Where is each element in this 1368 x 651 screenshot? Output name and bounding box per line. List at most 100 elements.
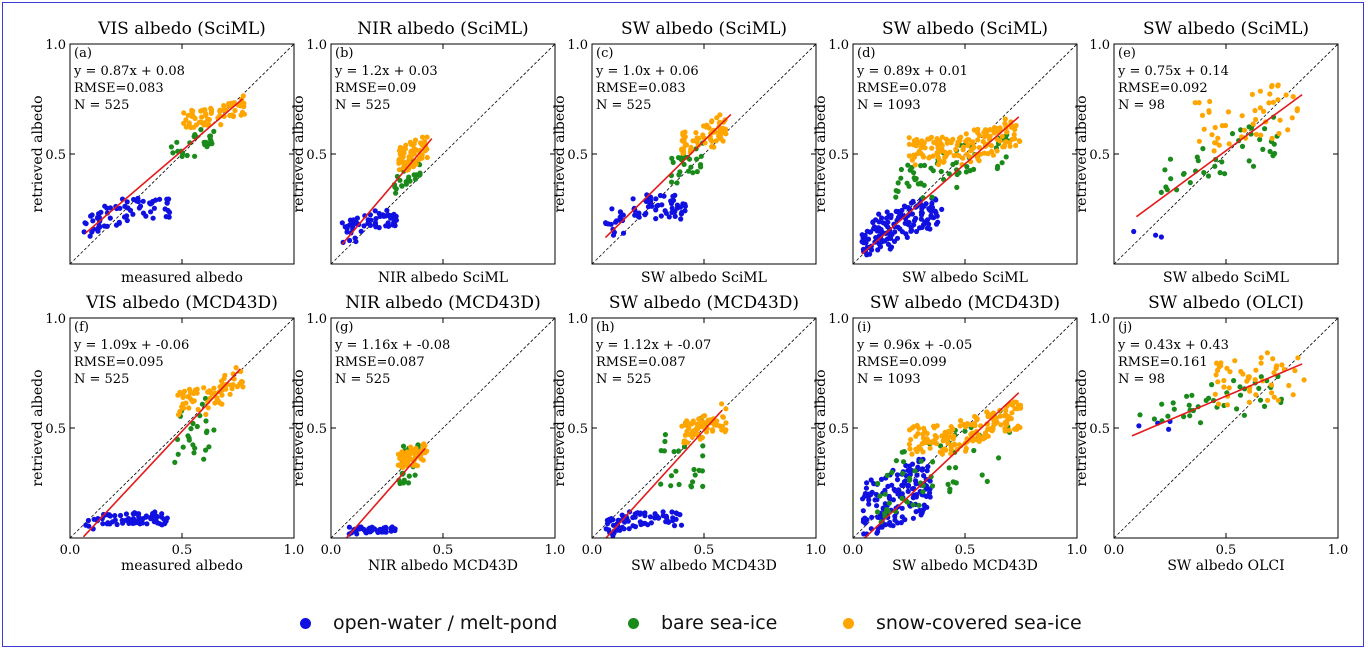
panel-c-point-bare-sea-ice bbox=[694, 169, 700, 175]
panel-f-point-open-water-melt-pond bbox=[109, 519, 116, 525]
panel-c-point-open-water-melt-pond bbox=[613, 219, 619, 225]
panel-a-point-open-water-melt-pond bbox=[130, 211, 136, 217]
panel-f-point-open-water-melt-pond bbox=[123, 511, 129, 517]
panel-d-point-open-water-melt-pond bbox=[933, 221, 940, 227]
panel-f-point-snow-covered-sea-ice bbox=[239, 378, 245, 385]
panel-f-point-snow-covered-sea-ice bbox=[175, 392, 181, 398]
panel-c-plot-area bbox=[592, 44, 816, 264]
panel-e-point-snow-covered-sea-ice bbox=[1225, 109, 1232, 115]
panel-d-point-open-water-melt-pond bbox=[928, 208, 934, 214]
panel-j-fit-equation: y = 0.43x + 0.43 bbox=[1117, 338, 1229, 353]
panel-e-point-bare-sea-ice bbox=[1246, 158, 1252, 164]
panel-a-point-open-water-melt-pond bbox=[140, 198, 146, 204]
panel-a-point-open-water-melt-pond bbox=[95, 228, 101, 234]
panel-h-rmse: RMSE=0.087 bbox=[596, 355, 686, 370]
panel-f-n: N = 525 bbox=[74, 372, 129, 387]
panel-i-point-open-water-melt-pond bbox=[905, 483, 911, 489]
panel-i-point-open-water-melt-pond bbox=[902, 517, 908, 523]
panel-g-ytick-label: 0.5 bbox=[306, 422, 327, 437]
panel-f-xlabel: measured albedo bbox=[121, 558, 243, 574]
panel-e-point-snow-covered-sea-ice bbox=[1207, 98, 1213, 105]
panel-c-point-open-water-melt-pond bbox=[642, 212, 648, 218]
legend-marker-bare-ice bbox=[628, 617, 639, 629]
panel-e-point-bare-sea-ice bbox=[1250, 163, 1257, 169]
panel-d-point-snow-covered-sea-ice bbox=[909, 157, 915, 163]
panel-f-point-snow-covered-sea-ice bbox=[233, 365, 239, 371]
panel-j-xtick-label: 0.5 bbox=[1216, 543, 1237, 558]
panel-c-ylabel: retrieved albedo bbox=[552, 95, 568, 212]
panel-a-point-snow-covered-sea-ice bbox=[199, 114, 205, 120]
panel-i-point-open-water-melt-pond bbox=[872, 497, 878, 503]
panel-j-point-snow-covered-sea-ice bbox=[1301, 377, 1307, 383]
panel-i-point-bare-sea-ice bbox=[946, 465, 952, 471]
panel-d-point-snow-covered-sea-ice bbox=[994, 148, 1000, 154]
panel-d-point-snow-covered-sea-ice bbox=[914, 141, 920, 147]
panel-d-point-snow-covered-sea-ice bbox=[942, 155, 948, 161]
panel-j-point-snow-covered-sea-ice bbox=[1216, 364, 1222, 370]
panel-d-point-open-water-melt-pond bbox=[884, 209, 890, 215]
panel-a-point-open-water-melt-pond bbox=[148, 209, 154, 215]
panel-f-point-open-water-melt-pond bbox=[130, 516, 136, 522]
panel-h-point-bare-sea-ice bbox=[661, 448, 668, 454]
panel-f-rmse: RMSE=0.095 bbox=[74, 355, 164, 370]
panel-e-point-bare-sea-ice bbox=[1200, 146, 1206, 152]
panel-i-point-snow-covered-sea-ice bbox=[951, 441, 958, 447]
panel-c-point-snow-covered-sea-ice bbox=[700, 132, 706, 138]
panel-h-plot-area bbox=[592, 318, 816, 538]
panel-g-point-snow-covered-sea-ice bbox=[422, 450, 428, 456]
panel-e-point-snow-covered-sea-ice bbox=[1211, 148, 1217, 154]
panel-d-point-snow-covered-sea-ice bbox=[987, 133, 993, 139]
panel-d-fit-line bbox=[861, 116, 1020, 255]
panel-i-ytick-label: 0.5 bbox=[828, 422, 849, 437]
panel-f-point-bare-sea-ice bbox=[186, 437, 192, 443]
panel-c-point-open-water-melt-pond bbox=[603, 220, 609, 227]
panel-a-point-open-water-melt-pond bbox=[121, 214, 128, 220]
panel-a-n: N = 525 bbox=[74, 98, 129, 113]
panel-b-point-snow-covered-sea-ice bbox=[417, 155, 423, 161]
panel-a-point-open-water-melt-pond bbox=[96, 214, 102, 220]
panel-i-point-open-water-melt-pond bbox=[909, 461, 916, 467]
panel-g-point-snow-covered-sea-ice bbox=[408, 444, 414, 450]
panel-a-plot-area bbox=[70, 44, 294, 264]
panel-e-point-bare-sea-ice bbox=[1201, 170, 1207, 176]
panel-e-point-bare-sea-ice bbox=[1229, 131, 1236, 137]
panel-j-ytick-label: 0.5 bbox=[1089, 422, 1110, 437]
panel-e-point-snow-covered-sea-ice bbox=[1222, 122, 1229, 129]
panel-e-point-snow-covered-sea-ice bbox=[1276, 130, 1282, 137]
panel-e: SW albedo (SciML) 0.5 1.0 SW albedo SciML re… bbox=[1074, 19, 1339, 286]
panel-h-point-bare-sea-ice bbox=[662, 438, 668, 445]
panel-c-point-bare-sea-ice bbox=[698, 153, 704, 159]
panel-j-point-snow-covered-sea-ice bbox=[1253, 367, 1259, 373]
panel-h-point-bare-sea-ice bbox=[688, 483, 694, 489]
panel-f-ytick-label: 1.0 bbox=[45, 312, 66, 327]
panel-h-point-open-water-melt-pond bbox=[606, 527, 612, 533]
panel-h-point-open-water-melt-pond bbox=[610, 517, 616, 523]
panel-a-point-snow-covered-sea-ice bbox=[206, 117, 212, 123]
panel-g-ylabel: retrieved albedo bbox=[291, 369, 307, 486]
panel-a-point-bare-sea-ice bbox=[211, 128, 217, 134]
panel-b-point-snow-covered-sea-ice bbox=[403, 142, 409, 148]
panel-d-point-open-water-melt-pond bbox=[884, 215, 890, 221]
panel-a-point-bare-sea-ice bbox=[184, 152, 190, 159]
panel-j-point-bare-sea-ice bbox=[1189, 392, 1195, 398]
panel-c-point-snow-covered-sea-ice bbox=[683, 142, 689, 148]
panel-i-point-snow-covered-sea-ice bbox=[944, 436, 951, 442]
panel-j-title: SW albedo (OLCI) bbox=[1148, 293, 1304, 313]
panel-b-point-bare-sea-ice bbox=[412, 176, 418, 182]
legend-label-open-water: open-water / melt-pond bbox=[333, 612, 558, 634]
panel-d-point-bare-sea-ice bbox=[946, 171, 952, 177]
panel-a-fit-equation: y = 0.87x + 0.08 bbox=[73, 64, 185, 79]
panel-a-point-snow-covered-sea-ice bbox=[232, 107, 238, 114]
panel-h-point-snow-covered-sea-ice bbox=[700, 413, 706, 420]
panel-d-point-open-water-melt-pond bbox=[867, 229, 873, 235]
panel-i-xtick-label: 1.0 bbox=[1067, 543, 1088, 558]
panel-e-point-bare-sea-ice bbox=[1248, 125, 1254, 131]
panel-d-point-snow-covered-sea-ice bbox=[982, 127, 989, 133]
panel-h-point-snow-covered-sea-ice bbox=[696, 416, 702, 422]
panel-d-point-snow-covered-sea-ice bbox=[975, 126, 981, 132]
panel-j-point-snow-covered-sea-ice bbox=[1264, 350, 1270, 356]
panel-e-point-snow-covered-sea-ice bbox=[1266, 100, 1272, 106]
panel-j-point-snow-covered-sea-ice bbox=[1215, 379, 1221, 385]
panel-b-point-snow-covered-sea-ice bbox=[398, 150, 404, 156]
panel-j-point-snow-covered-sea-ice bbox=[1290, 392, 1296, 398]
